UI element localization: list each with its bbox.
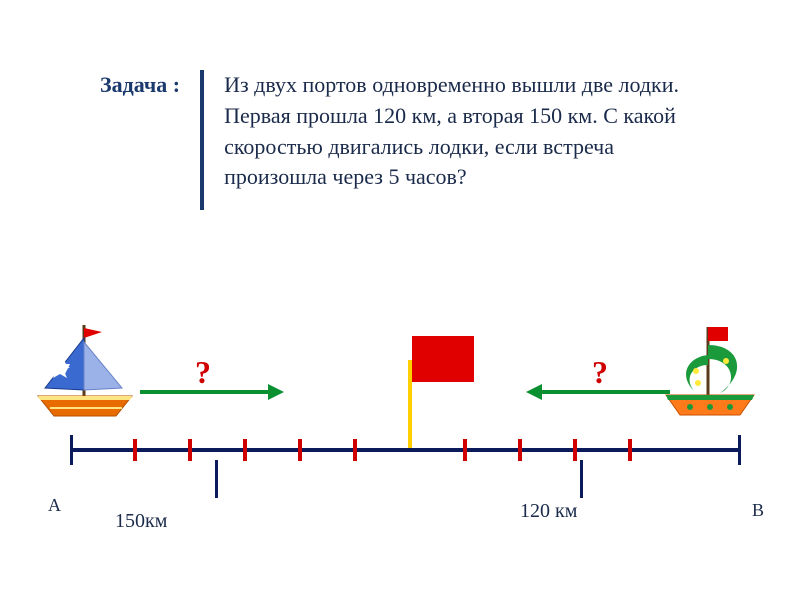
boat-left-icon: [30, 320, 140, 425]
tick: [628, 439, 632, 461]
number-line: [70, 448, 740, 452]
tick: [188, 439, 192, 461]
qmark-right: ?: [592, 354, 608, 391]
task-label: Задача :: [100, 70, 180, 98]
dist-marker-right: [580, 460, 583, 498]
end-tick-a: [70, 435, 73, 465]
tick: [463, 439, 467, 461]
tick: [298, 439, 302, 461]
dist-marker-left: [215, 460, 218, 498]
tick: [573, 439, 577, 461]
point-a-label: А: [48, 495, 61, 516]
flag-icon: [412, 336, 474, 382]
tick: [133, 439, 137, 461]
point-b-label: В: [752, 500, 764, 521]
dist-label-right: 120 км: [520, 500, 577, 523]
end-tick-b: [738, 435, 741, 465]
boat-right-icon: [660, 325, 760, 425]
vertical-divider: [200, 70, 204, 210]
tick: [353, 439, 357, 461]
diagram-area: ? ? 150км 120 км А В: [0, 300, 800, 560]
tick: [518, 439, 522, 461]
problem-text: Из двух портов одновременно вышли две ло…: [224, 70, 694, 193]
tick: [243, 439, 247, 461]
dist-label-left: 150км: [115, 510, 167, 533]
qmark-left: ?: [195, 354, 211, 391]
